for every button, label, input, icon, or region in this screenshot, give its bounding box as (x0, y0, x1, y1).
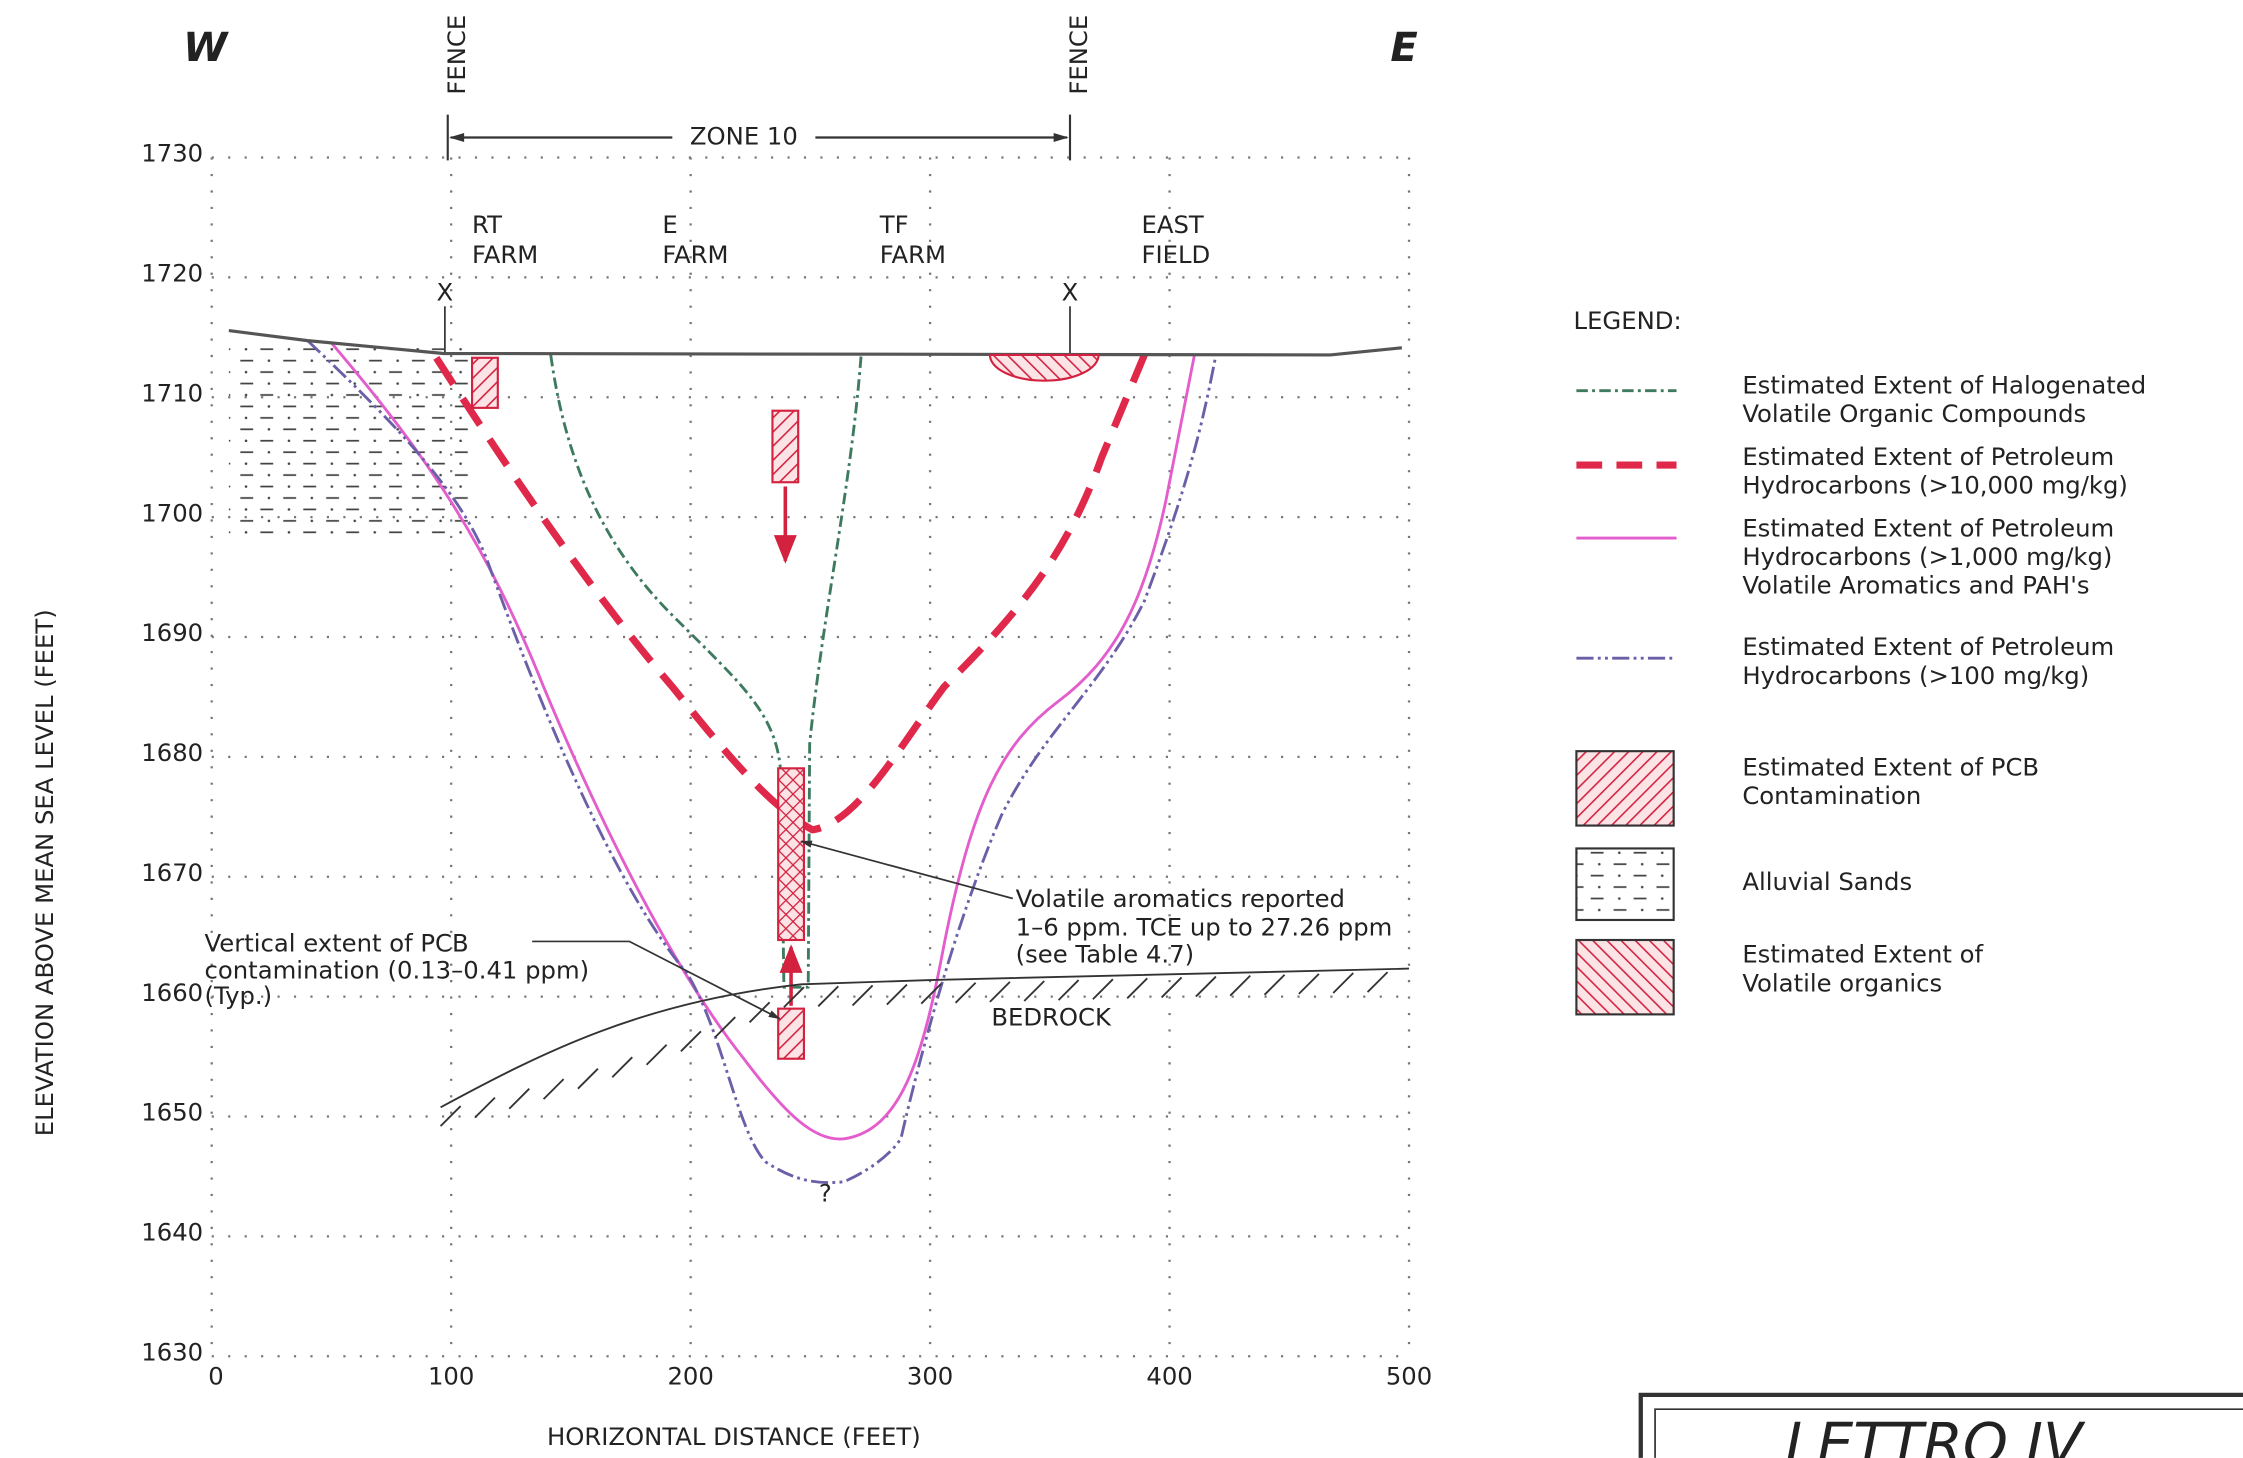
pcb-area (778, 1009, 804, 1059)
y-tick-label: 1630 (141, 1337, 203, 1366)
pcb-volatile-area (778, 768, 804, 940)
bedrock-hatch (956, 983, 976, 1003)
bedrock-line (441, 969, 1409, 1126)
farm-label: FIELD (1142, 240, 1211, 269)
bedrock-hatch (1093, 979, 1113, 999)
annotation: 1–6 ppm. TCE up to 27.26 ppm (1016, 913, 1393, 942)
legend-text: Hydrocarbons (>100 mg/kg) (1742, 661, 2089, 690)
legend-text: Contamination (1742, 781, 1921, 810)
y-tick-label: 1660 (141, 978, 203, 1007)
legend-symbols (1576, 391, 1676, 1015)
annotation: contamination (0.13–0.41 ppm) (205, 955, 590, 984)
compass-west: W (183, 25, 229, 71)
bedrock-hatch (887, 985, 907, 1005)
y-tick-label: 1680 (141, 738, 203, 767)
marker: X (1062, 277, 1079, 306)
bedrock-hatch (475, 1098, 495, 1118)
x-tick-label: 400 (1146, 1362, 1192, 1391)
alluvial-sands (229, 343, 472, 535)
farm-label: RT (472, 210, 502, 239)
bedrock-hatch (612, 1057, 632, 1077)
ground-surface (229, 331, 1402, 355)
legend-text: Volatile Organic Compounds (1742, 399, 2086, 428)
bedrock-hatch (1333, 973, 1353, 993)
y-tick-label: 1650 (141, 1098, 203, 1127)
legend-text: Estimated Extent of Petroleum (1742, 513, 2114, 542)
legend-text: Estimated Extent of PCB (1742, 752, 2039, 781)
farm-label: FARM (472, 240, 538, 269)
y-axis-label: ELEVATION ABOVE MEAN SEA LEVEL (FEET) (30, 609, 59, 1136)
bedrock-hatch (509, 1089, 529, 1109)
fence-label: FENCE (1064, 15, 1093, 95)
y-tick-label: 1700 (141, 498, 203, 527)
zone-label: ZONE 10 (690, 121, 798, 150)
bedrock-hatch (544, 1079, 564, 1099)
cross-section: 1730 1720 1710 1700 1690 1680 1670 1660 1650 1640… (0, 0, 2243, 1458)
pcb-area (472, 358, 498, 408)
bedrock-hatch (1299, 974, 1319, 994)
y-tick-label: 1670 (141, 858, 203, 887)
bedrock-hatch (1368, 972, 1388, 992)
legend: Estimated Extent of HalogenatedVolatile … (1742, 370, 2146, 997)
bedrock-hatch (784, 987, 804, 1007)
bedrock-hatch (681, 1031, 701, 1051)
x-tick-label: 300 (907, 1362, 953, 1391)
leader (801, 841, 1013, 898)
bedrock-hatch (1196, 977, 1216, 997)
legend-text: Estimated Extent of Halogenated (1742, 370, 2146, 399)
compass-east: E (1390, 25, 1417, 71)
annotation: Volatile aromatics reported (1016, 884, 1345, 913)
legend-text: Estimated Extent of Petroleum (1742, 632, 2114, 661)
pcb-area (772, 411, 798, 483)
legend-title: LEGEND: (1574, 306, 1682, 335)
farm-label: E (662, 210, 677, 239)
farm-label: EAST (1142, 210, 1204, 239)
y-tick-label: 1710 (141, 378, 203, 407)
grid: 1730 1720 1710 1700 1690 1680 1670 1660 1650 1640… (141, 139, 1432, 1391)
bedrock-hatch (578, 1069, 598, 1089)
y-tick-label: 1640 (141, 1218, 203, 1247)
bedrock-hatch (1024, 981, 1044, 1001)
legend-text: Volatile Aromatics and PAH's (1742, 571, 2089, 600)
annotation: (Typ.) (205, 981, 273, 1010)
y-tick-label: 1690 (141, 618, 203, 647)
annotation: Vertical extent of PCB (205, 928, 469, 957)
bedrock-label: BEDROCK (991, 1003, 1112, 1032)
bedrock-hatch (1127, 978, 1147, 998)
page: {"compass":{"west":"W","east":"E"}, "fen… (0, 0, 2243, 1458)
annotation: (see Table 4.7) (1016, 940, 1194, 969)
x-tick-label: 200 (667, 1362, 713, 1391)
bedrock-hatch (1230, 976, 1250, 996)
title-block-text: LETTRO JV (1785, 1411, 2086, 1458)
bedrock-hatch (853, 985, 873, 1005)
bedrock-hatch (647, 1045, 667, 1065)
marker: X (437, 277, 454, 306)
x-tick-label: 0 (208, 1362, 223, 1391)
unknown-mark: ? (819, 1179, 832, 1208)
x-tick-label: 500 (1386, 1362, 1432, 1391)
farm-label: FARM (880, 240, 946, 269)
farm-label: TF (879, 210, 909, 239)
farm-label: FARM (662, 240, 728, 269)
y-tick-label: 1720 (141, 259, 203, 288)
bedrock-hatch (1162, 977, 1182, 997)
x-axis-label: HORIZONTAL DISTANCE (FEET) (547, 1422, 921, 1451)
halogenated-extent (551, 355, 861, 987)
legend-text: Volatile organics (1742, 968, 1942, 997)
volatile-organics-area (990, 355, 1099, 381)
y-tick-label: 1730 (141, 139, 203, 168)
x-tick-label: 100 (428, 1362, 474, 1391)
legend-text: Estimated Extent of Petroleum (1742, 442, 2114, 471)
legend-text: Alluvial Sands (1742, 867, 1912, 896)
fence-label: FENCE (442, 15, 471, 95)
legend-text: Estimated Extent of (1742, 940, 1984, 969)
legend-text: Hydrocarbons (>10,000 mg/kg) (1742, 471, 2128, 500)
bedrock-hatch (1265, 975, 1285, 995)
legend-text: Hydrocarbons (>1,000 mg/kg) (1742, 542, 2112, 571)
bedrock-hatch (990, 982, 1010, 1002)
